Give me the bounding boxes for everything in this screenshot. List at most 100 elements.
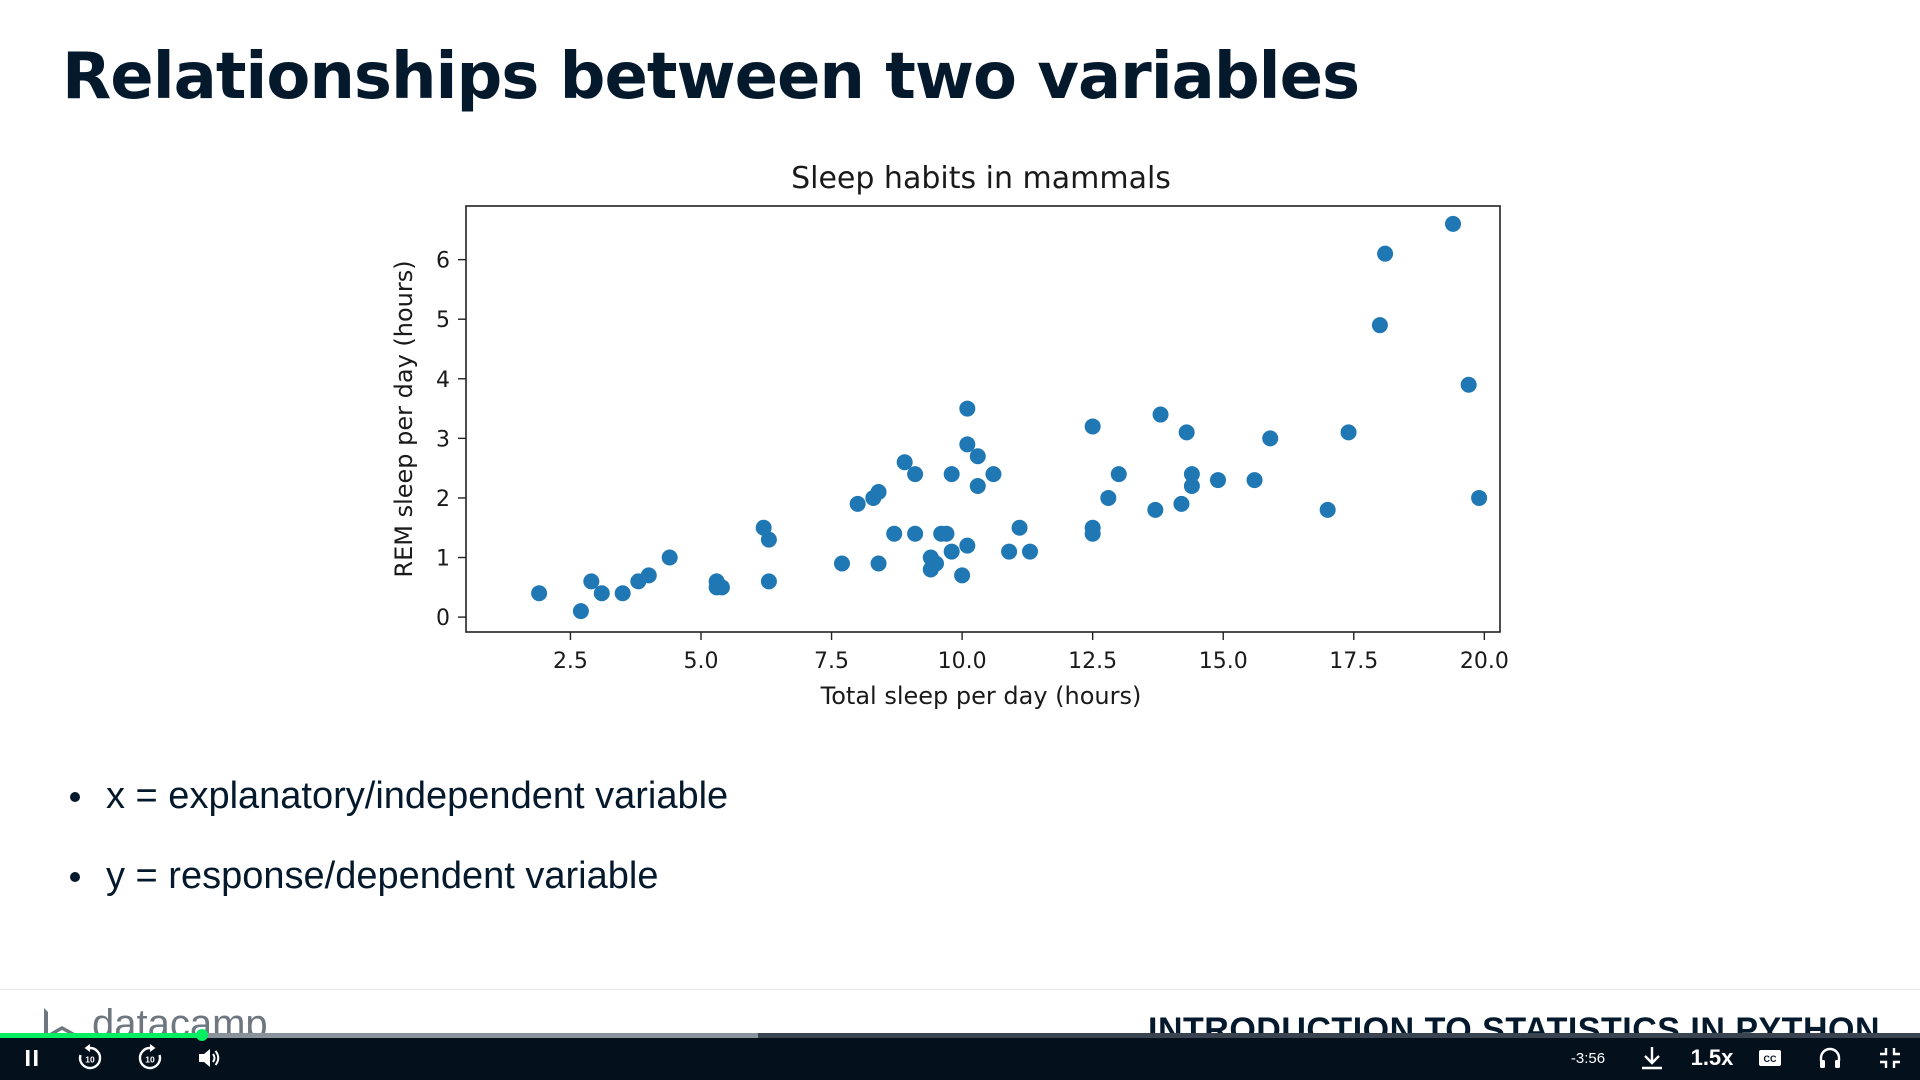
data-point: [1377, 245, 1394, 262]
data-point: [583, 573, 600, 590]
data-point: [760, 531, 777, 548]
data-point: [834, 555, 850, 572]
y-tick-label: 6: [436, 249, 450, 274]
download-button[interactable]: [1634, 1036, 1670, 1080]
bullet-list: x = explanatory/independent variable y =…: [66, 770, 728, 930]
data-point: [1173, 495, 1190, 512]
exit-fullscreen-icon: [1880, 1048, 1900, 1068]
time-remaining-text: -3:56: [1570, 1049, 1606, 1067]
data-point: [849, 495, 866, 512]
data-point: [959, 400, 976, 417]
data-point: [896, 454, 913, 471]
data-point: [640, 567, 657, 584]
x-tick-label: 2.5: [553, 649, 588, 674]
progress-bar[interactable]: [0, 1029, 1920, 1041]
captions-icon: CC: [1759, 1050, 1781, 1066]
x-tick-label: 20.0: [1460, 649, 1509, 674]
plot-frame: [465, 205, 1501, 633]
time-remaining: -3:56: [1556, 1036, 1620, 1080]
y-axis-ticks: 0 1 2 3 4 5 6: [436, 249, 466, 631]
data-point: [593, 585, 610, 602]
forward-10-button[interactable]: 10: [132, 1036, 168, 1080]
data-point: [1110, 466, 1127, 483]
chart-title: Sleep habits in mammals: [791, 161, 1171, 196]
playback-speed-label: 1.5x: [1690, 1045, 1734, 1070]
svg-text:10: 10: [85, 1055, 95, 1065]
data-point: [572, 603, 589, 620]
scatter-chart: Sleep habits in mammals 2.5 5.0 7.5 10.0 12.…: [370, 150, 1510, 720]
svg-text:10: 10: [145, 1055, 155, 1065]
brand-logo: datacamp: [40, 1006, 340, 1036]
pause-icon: [26, 1050, 38, 1066]
y-axis-label: REM sleep per day (hours): [390, 260, 418, 577]
volume-button[interactable]: [192, 1036, 228, 1080]
data-point: [1210, 472, 1226, 489]
progress-handle[interactable]: [195, 1029, 208, 1041]
data-point: [1246, 472, 1263, 489]
data-point: [959, 537, 976, 554]
pause-button[interactable]: [14, 1036, 50, 1080]
y-tick-label: 0: [436, 606, 450, 631]
data-point: [1152, 406, 1169, 423]
exit-fullscreen-button[interactable]: [1872, 1036, 1908, 1080]
bullet-response: y = response/dependent variable: [66, 850, 728, 930]
data-point: [954, 567, 971, 584]
data-point: [1178, 424, 1195, 441]
data-points: [531, 215, 1488, 620]
y-tick-label: 1: [436, 547, 450, 572]
x-tick-label: 12.5: [1068, 649, 1117, 674]
forward-10-icon: 10: [138, 1044, 162, 1070]
x-tick-label: 7.5: [814, 649, 849, 674]
volume-icon: [199, 1049, 220, 1067]
data-point: [938, 525, 955, 542]
bullet-explanatory: x = explanatory/independent variable: [66, 770, 728, 850]
data-point: [886, 525, 903, 542]
data-point: [760, 573, 777, 590]
data-point: [969, 478, 986, 495]
headphones-icon: [1819, 1047, 1841, 1068]
data-point: [1183, 466, 1200, 483]
data-point: [614, 585, 631, 602]
brand-name: datacamp: [92, 1006, 268, 1036]
data-point: [1340, 424, 1357, 441]
data-point: [1183, 478, 1200, 495]
data-point: [1147, 501, 1164, 518]
chart-svg: Sleep habits in mammals 2.5 5.0 7.5 10.0 12.…: [390, 161, 1509, 710]
data-point: [1001, 543, 1018, 560]
data-point: [1011, 519, 1028, 536]
course-title: INTRODUCTION TO STATISTICS IN PYTHON: [1148, 1011, 1880, 1036]
data-point: [907, 525, 924, 542]
audio-button[interactable]: [1812, 1036, 1848, 1080]
data-point: [985, 466, 1002, 483]
captions-button[interactable]: CC: [1752, 1036, 1788, 1080]
progress-played: [0, 1033, 202, 1038]
y-tick-label: 3: [436, 427, 450, 452]
data-point: [928, 555, 944, 572]
data-point: [969, 448, 986, 465]
x-axis-ticks: 2.5 5.0 7.5 10.0 12.5 15.0 17.5 20.0: [553, 632, 1509, 674]
y-tick-label: 5: [436, 308, 450, 333]
data-point: [1445, 215, 1461, 232]
progress-buffered: [0, 1033, 759, 1038]
playback-speed-button[interactable]: 1.5x: [1684, 1036, 1740, 1080]
x-tick-label: 17.5: [1329, 649, 1378, 674]
y-tick-label: 2: [436, 487, 450, 512]
download-icon: [1642, 1047, 1662, 1070]
data-point: [943, 466, 960, 483]
data-point: [1084, 418, 1101, 435]
x-tick-label: 15.0: [1199, 649, 1248, 674]
x-tick-label: 10.0: [938, 649, 987, 674]
data-point: [907, 466, 924, 483]
data-point: [531, 585, 548, 602]
svg-text:CC: CC: [1764, 1054, 1777, 1064]
footer-divider: [0, 989, 1920, 990]
data-point: [1022, 543, 1038, 560]
rewind-10-button[interactable]: 10: [72, 1036, 108, 1080]
y-tick-label: 4: [436, 368, 450, 393]
slide-title: Relationships between two variables: [62, 40, 1360, 114]
data-point: [943, 543, 960, 560]
video-player-controls: [0, 1036, 1920, 1080]
data-point: [1084, 525, 1101, 542]
datacamp-logo-icon: [44, 1008, 80, 1036]
data-point: [1371, 317, 1388, 334]
